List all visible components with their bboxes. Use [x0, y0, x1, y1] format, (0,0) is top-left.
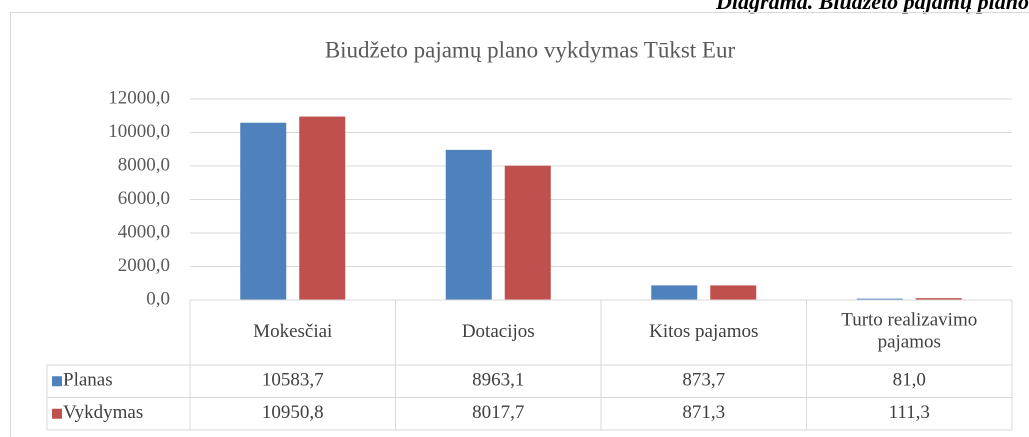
legend-swatch [52, 376, 62, 387]
value-label: 871,3 [682, 402, 725, 423]
y-tick-label: 8000,0 [118, 154, 170, 175]
bar [915, 298, 962, 300]
chart-title: Biudžeto pajamų plano vykdymas Tūkst Eur [325, 37, 736, 62]
bar [504, 165, 551, 300]
y-tick-label: 0,0 [146, 288, 170, 309]
bar [710, 285, 757, 300]
y-tick-label: 4000,0 [118, 221, 170, 242]
value-label: 111,3 [889, 402, 930, 423]
value-label: 10950,8 [262, 402, 324, 423]
data-table: Mokesčiai Dotacijos Kitos pajamos Turto rea… [46, 299, 1013, 431]
x-tick-label: Turto realizavimo pajamos [841, 310, 977, 353]
x-tick-label: Kitos pajamos [649, 321, 758, 342]
value-label: 10583,7 [262, 370, 324, 391]
label-line: pajamos [878, 332, 941, 353]
legend-label: Vykdymas [63, 402, 143, 423]
legend-swatch [52, 408, 62, 419]
value-label: 873,7 [682, 370, 725, 391]
y-tick-label: 12000,0 [108, 87, 170, 108]
legend-label: Planas [63, 370, 113, 391]
y-tick-label: 2000,0 [118, 255, 170, 276]
chart-frame [10, 12, 1029, 437]
x-tick-label: Mokesčiai [253, 321, 332, 342]
value-label: 8963,1 [472, 370, 524, 391]
y-tick-label: 6000,0 [118, 188, 170, 209]
bar [445, 149, 492, 300]
value-label: 8017,7 [472, 402, 524, 423]
label-line: Turto realizavimo [841, 310, 977, 331]
y-tick-label: 10000,0 [108, 121, 170, 142]
caption: Diagrama. Biudžeto pajamų plano [715, 0, 1029, 14]
x-tick-label: Dotacijos [462, 321, 535, 342]
bar [651, 285, 698, 300]
bar [856, 298, 903, 300]
bar [240, 122, 287, 300]
value-label: 81,0 [893, 370, 926, 391]
bar [299, 116, 346, 300]
